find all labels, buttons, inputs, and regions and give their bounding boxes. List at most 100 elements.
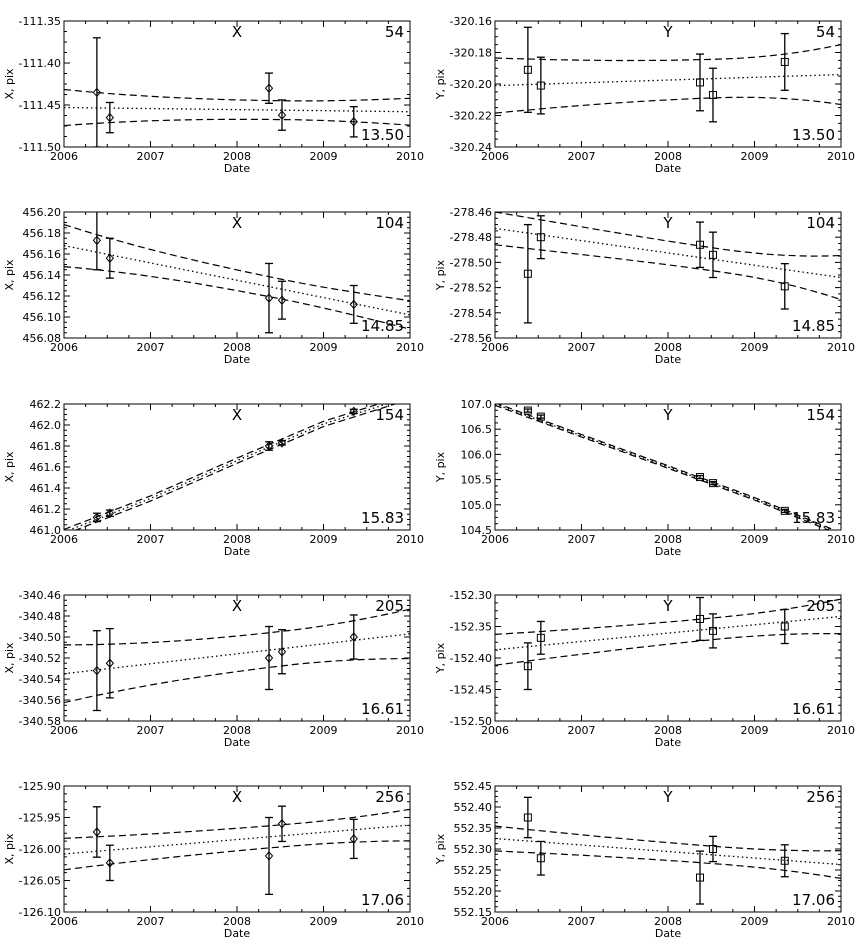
confidence-band-lower [64,266,410,330]
y-tick-label: 456.20 [23,206,62,219]
x-tick-label: 2008 [223,533,251,546]
data-point [523,269,532,278]
data-point [349,632,358,642]
data-point [92,235,102,246]
y-tick-label: 461.8 [30,440,62,453]
y-tick-label: -111.35 [19,15,61,28]
x-tick-label: 2009 [741,150,769,163]
data-point [523,406,532,415]
data-point [277,110,287,120]
y-tick-label: 107.0 [461,398,493,411]
x-tick-label: 2007 [137,150,165,163]
y-tick-label: 456.14 [23,269,62,282]
confidence-band-upper [64,404,381,530]
y-tick-label: -126.10 [19,906,61,919]
fit-line [495,615,841,651]
fit-line [64,106,410,113]
y-tick-label: -152.45 [450,684,492,697]
star-id-label: 54 [816,23,835,41]
x-tick-label: 2008 [223,341,251,354]
data-point [708,626,717,635]
fit-line [64,633,410,675]
x-axis-label: Date [655,927,682,940]
data-point [780,856,789,865]
data-point [277,438,287,448]
y-tick-label: -340.54 [19,673,61,686]
data-point [349,299,358,310]
y-axis-label: X, pix [3,259,16,291]
y-tick-label: -340.56 [19,694,61,707]
y-tick-label: 106.5 [461,423,493,436]
x-axis-label: Date [224,353,251,366]
data-point [708,845,717,853]
y-tick-label: -278.54 [450,307,492,320]
fit-line [495,404,833,530]
y-tick-label: -340.46 [19,589,61,602]
y-tick-label: -111.45 [19,99,61,112]
x-tick-label: 2008 [654,915,682,928]
data-point [277,646,287,657]
x-tick-label: 2009 [741,341,769,354]
data-point [264,441,274,451]
y-tick-label: -111.50 [19,141,61,154]
data-point [696,240,705,249]
x-tick-label: 2009 [310,341,338,354]
confidence-band-lower [74,404,397,530]
x-tick-label: 2010 [827,724,855,737]
x-tick-label: 2010 [827,150,855,163]
confidence-band-lower [64,118,410,127]
data-point [105,508,115,518]
data-point [708,250,717,259]
data-point [105,658,115,669]
x-tick-label: 2006 [50,533,78,546]
star-id-label: 154 [375,406,404,424]
panel-154-x: 2006 2007 2008 2009 2010 461.0 461.2 461.4 461.6… [3,398,424,558]
x-tick-label: 2006 [50,724,78,737]
data-point [105,253,115,263]
confidence-band-lower [495,850,841,879]
data-points [523,406,789,515]
panel-title: X [232,597,242,615]
data-point [780,622,789,631]
y-tick-label: -340.58 [19,715,61,728]
fit-line [495,837,841,866]
confidence-band-upper [495,212,841,257]
confidence-band-lower [495,96,841,114]
data-point [349,117,358,127]
y-tick-label: -340.50 [19,631,61,644]
x-tick-label: 2006 [481,724,509,737]
x-tick-label: 2008 [654,724,682,737]
star-id-label: 205 [806,597,835,615]
x-tick-label: 2010 [396,150,424,163]
x-tick-label: 2009 [741,724,769,737]
data-point [349,406,358,417]
y-tick-label: -278.52 [450,282,492,295]
x-tick-label: 2007 [137,724,165,737]
data-point [780,57,789,66]
data-point [92,665,102,676]
y-tick-label: 552.25 [454,864,493,877]
data-point [536,233,545,242]
x-tick-label: 2010 [396,533,424,546]
data-point [264,83,274,93]
data-point [92,87,102,98]
data-points [523,26,789,123]
data-points [523,596,789,691]
x-axis-label: Date [655,545,682,558]
y-tick-label: 456.08 [23,332,62,345]
panel-title: Y [662,23,673,41]
y-tick-label: -320.18 [450,47,492,60]
data-point [264,851,274,861]
y-axis-label: Y, pix [434,833,447,865]
panel-title: X [232,214,242,232]
y-axis-label: X, pix [3,642,16,674]
data-point [349,834,358,844]
star-id-label: 256 [375,788,404,806]
fit-lines [495,212,841,301]
x-tick-label: 2008 [223,150,251,163]
x-tick-label: 2009 [310,533,338,546]
data-point [536,854,545,863]
y-tick-label: -125.90 [19,780,61,793]
magnitude-label: 13.50 [792,126,835,144]
